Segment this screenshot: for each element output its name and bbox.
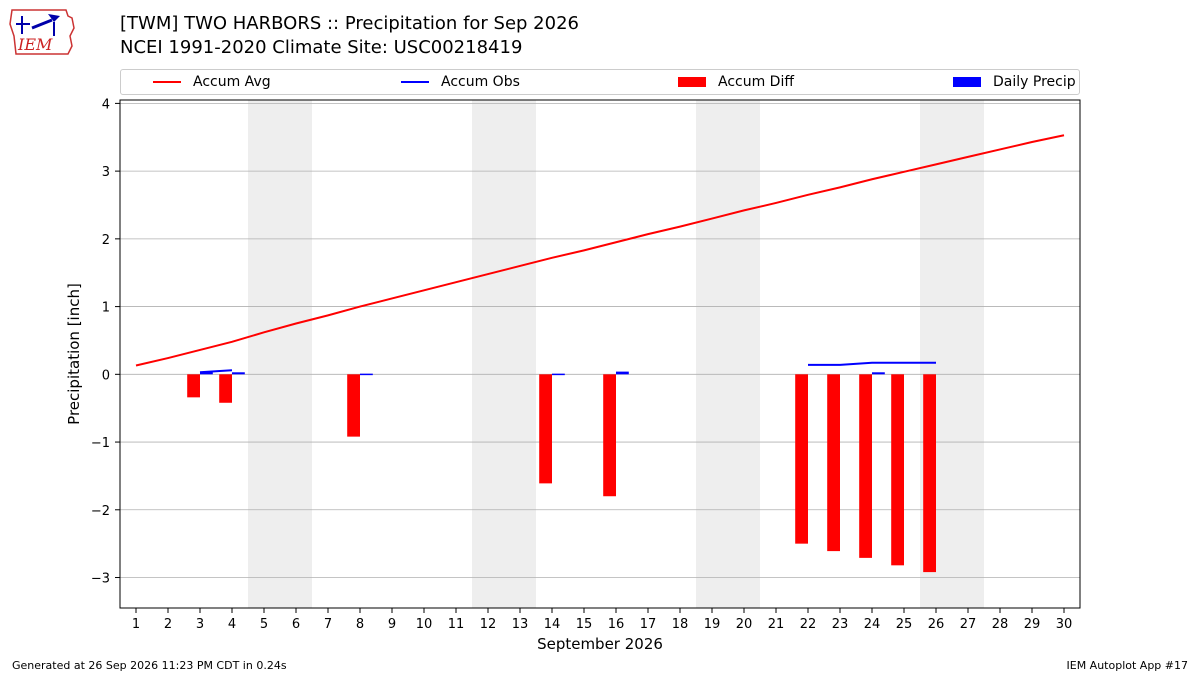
x-tick-label: 14 xyxy=(544,617,561,632)
daily-precip-bar xyxy=(872,372,885,375)
accum-obs-line xyxy=(808,361,936,366)
x-tick-label: 16 xyxy=(608,617,625,632)
x-tick-label: 29 xyxy=(1024,617,1041,632)
x-tick-label: 3 xyxy=(196,617,204,632)
logo-text: IEM xyxy=(17,35,53,54)
footer-generated: Generated at 26 Sep 2026 11:23 PM CDT in… xyxy=(12,659,287,672)
y-tick-label: −2 xyxy=(91,504,110,519)
daily-precip-bar xyxy=(360,373,373,376)
daily-precip-bar xyxy=(232,372,245,375)
x-tick-label: 11 xyxy=(448,617,465,632)
footer-app: IEM Autoplot App #17 xyxy=(1066,659,1189,672)
legend: Accum Avg Accum Obs Accum Diff Daily Pre… xyxy=(120,69,1080,95)
x-tick-label: 15 xyxy=(576,617,593,632)
x-tick-label: 21 xyxy=(768,617,785,632)
y-tick-label: 4 xyxy=(102,97,110,112)
daily-precip-bar xyxy=(200,372,213,375)
legend-label-accum-obs: Accum Obs xyxy=(441,74,520,90)
accum-diff-bar xyxy=(603,374,616,497)
weekend-shade-2 xyxy=(696,100,760,608)
x-tick-label: 30 xyxy=(1056,617,1073,632)
x-tick-label: 9 xyxy=(388,617,396,632)
legend-item-accum-diff: Accum Diff xyxy=(678,70,794,94)
accum-avg-line xyxy=(135,134,1065,367)
y-tick-label: 1 xyxy=(102,301,110,316)
y-tick-label: −1 xyxy=(91,436,110,451)
weekend-shade-0 xyxy=(248,100,312,608)
accum-diff-bar xyxy=(891,374,904,566)
legend-item-accum-avg: Accum Avg xyxy=(153,70,271,94)
x-tick-label: 7 xyxy=(324,617,332,632)
legend-item-daily-precip: Daily Precip xyxy=(953,70,1076,94)
x-tick-label: 24 xyxy=(864,617,881,632)
y-tick-label: 2 xyxy=(102,233,110,248)
x-tick-label: 26 xyxy=(928,617,945,632)
accum-diff-bar xyxy=(539,374,552,484)
x-tick-label: 1 xyxy=(132,617,140,632)
x-tick-label: 5 xyxy=(260,617,268,632)
x-tick-label: 13 xyxy=(512,617,529,632)
chart-subtitle: NCEI 1991-2020 Climate Site: USC00218419 xyxy=(120,37,523,58)
accum-obs-line xyxy=(199,369,233,374)
accum-diff-bar xyxy=(347,374,360,437)
x-tick-label: 4 xyxy=(228,617,236,632)
daily-precip-bar xyxy=(552,373,565,376)
legend-label-accum-avg: Accum Avg xyxy=(193,74,271,90)
accum-diff-bar xyxy=(795,374,808,544)
legend-item-accum-obs: Accum Obs xyxy=(401,70,520,94)
x-tick-label: 10 xyxy=(416,617,433,632)
legend-swatch-accum-diff xyxy=(678,77,706,87)
iem-logo: IEM xyxy=(9,9,75,55)
y-tick-label: 3 xyxy=(102,165,110,180)
x-tick-label: 22 xyxy=(800,617,817,632)
daily-precip-bar xyxy=(616,371,629,375)
legend-label-accum-diff: Accum Diff xyxy=(718,74,795,90)
x-tick-label: 25 xyxy=(896,617,913,632)
x-tick-label: 6 xyxy=(292,617,300,632)
x-tick-label: 19 xyxy=(704,617,721,632)
x-tick-label: 2 xyxy=(164,617,172,632)
x-tick-label: 28 xyxy=(992,617,1009,632)
accum-diff-bar xyxy=(923,374,936,573)
x-tick-label: 8 xyxy=(356,617,364,632)
x-tick-label: 17 xyxy=(640,617,657,632)
weekend-shade-1 xyxy=(472,100,536,608)
legend-swatch-accum-avg xyxy=(153,81,181,83)
y-axis-label: Precipitation [inch] xyxy=(65,283,83,425)
accum-diff-bar xyxy=(859,374,872,558)
y-tick-label: 0 xyxy=(102,368,110,383)
legend-label-daily-precip: Daily Precip xyxy=(993,74,1076,90)
x-tick-label: 23 xyxy=(832,617,849,632)
legend-swatch-daily-precip xyxy=(953,77,981,87)
x-tick-label: 27 xyxy=(960,617,977,632)
accum-diff-bar xyxy=(187,374,200,398)
legend-swatch-accum-obs xyxy=(401,81,429,83)
chart-title: [TWM] TWO HARBORS :: Precipitation for S… xyxy=(120,13,579,34)
accum-diff-bar xyxy=(827,374,840,552)
accum-diff-bar xyxy=(219,374,232,403)
x-axis-label: September 2026 xyxy=(537,635,663,653)
x-tick-label: 20 xyxy=(736,617,753,632)
x-tick-label: 18 xyxy=(672,617,689,632)
x-tick-label: 12 xyxy=(480,617,497,632)
y-tick-label: −3 xyxy=(91,572,110,587)
plot-frame xyxy=(119,99,1081,609)
